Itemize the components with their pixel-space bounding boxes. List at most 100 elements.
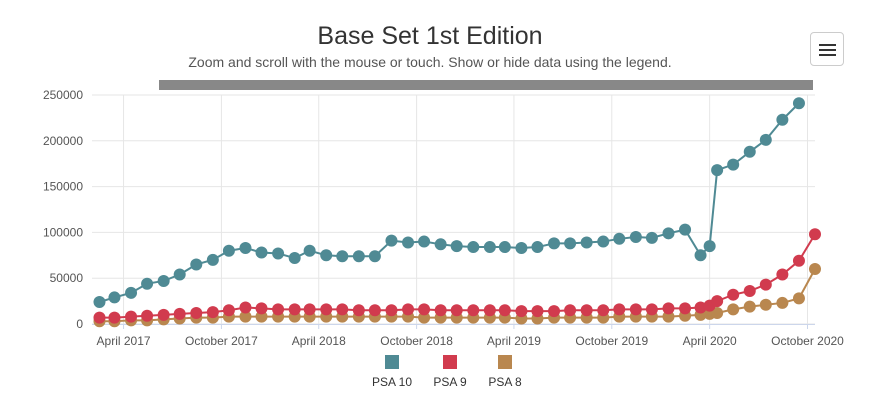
data-point-psa-9[interactable] xyxy=(809,228,821,241)
data-point-psa-9[interactable] xyxy=(548,305,561,318)
data-point-psa-9[interactable] xyxy=(255,302,268,315)
data-point-psa-9[interactable] xyxy=(580,304,593,317)
data-point-psa-9[interactable] xyxy=(743,285,756,298)
data-point-psa-10[interactable] xyxy=(564,237,577,250)
data-point-psa-10[interactable] xyxy=(580,236,593,249)
data-point-psa-10[interactable] xyxy=(320,249,333,262)
navigator-scrollbar[interactable] xyxy=(159,80,813,90)
data-point-psa-9[interactable] xyxy=(498,304,511,317)
data-point-psa-9[interactable] xyxy=(108,311,121,324)
data-point-psa-9[interactable] xyxy=(727,288,740,301)
data-point-psa-10[interactable] xyxy=(239,241,252,254)
data-point-psa-10[interactable] xyxy=(662,227,675,240)
legend-item-psa-9[interactable]: PSA 9 xyxy=(415,352,485,389)
data-point-psa-9[interactable] xyxy=(515,305,528,318)
data-point-psa-9[interactable] xyxy=(776,268,789,281)
data-point-psa-10[interactable] xyxy=(190,258,203,271)
data-point-psa-9[interactable] xyxy=(629,303,642,316)
data-point-psa-8[interactable] xyxy=(809,263,821,276)
data-point-psa-10[interactable] xyxy=(255,246,268,259)
data-point-psa-8[interactable] xyxy=(727,303,740,316)
data-point-psa-10[interactable] xyxy=(385,234,398,247)
data-point-psa-9[interactable] xyxy=(385,304,398,317)
data-point-psa-9[interactable] xyxy=(157,308,170,321)
data-point-psa-10[interactable] xyxy=(157,274,170,287)
data-point-psa-9[interactable] xyxy=(467,304,480,317)
data-point-psa-10[interactable] xyxy=(776,113,789,126)
data-point-psa-10[interactable] xyxy=(222,244,235,257)
data-point-psa-10[interactable] xyxy=(288,252,301,265)
data-point-psa-9[interactable] xyxy=(645,303,658,316)
data-point-psa-9[interactable] xyxy=(320,303,333,316)
data-point-psa-9[interactable] xyxy=(303,303,316,316)
data-point-psa-9[interactable] xyxy=(288,303,301,316)
data-point-psa-10[interactable] xyxy=(597,235,610,248)
data-point-psa-10[interactable] xyxy=(703,240,716,253)
data-point-psa-9[interactable] xyxy=(93,311,106,324)
data-point-psa-10[interactable] xyxy=(141,277,154,290)
data-point-psa-8[interactable] xyxy=(711,307,724,320)
data-point-psa-10[interactable] xyxy=(206,253,219,266)
data-point-psa-10[interactable] xyxy=(368,250,381,263)
data-point-psa-8[interactable] xyxy=(662,310,675,323)
data-point-psa-10[interactable] xyxy=(743,145,756,158)
data-point-psa-9[interactable] xyxy=(190,307,203,320)
data-point-psa-9[interactable] xyxy=(368,304,381,317)
data-point-psa-10[interactable] xyxy=(727,158,740,171)
data-point-psa-9[interactable] xyxy=(206,306,219,319)
data-point-psa-10[interactable] xyxy=(336,250,349,263)
data-point-psa-10[interactable] xyxy=(434,238,447,251)
data-point-psa-8[interactable] xyxy=(759,298,772,311)
data-point-psa-10[interactable] xyxy=(467,241,480,254)
data-point-psa-8[interactable] xyxy=(255,310,268,323)
data-point-psa-9[interactable] xyxy=(564,304,577,317)
data-point-psa-9[interactable] xyxy=(418,303,431,316)
data-point-psa-10[interactable] xyxy=(759,133,772,146)
data-point-psa-9[interactable] xyxy=(239,301,252,314)
data-point-psa-10[interactable] xyxy=(711,164,724,177)
data-point-psa-9[interactable] xyxy=(272,303,285,316)
data-point-psa-10[interactable] xyxy=(679,223,692,236)
data-point-psa-9[interactable] xyxy=(222,304,235,317)
data-point-psa-8[interactable] xyxy=(418,311,431,324)
data-point-psa-10[interactable] xyxy=(483,241,496,254)
data-point-psa-9[interactable] xyxy=(483,304,496,317)
data-point-psa-9[interactable] xyxy=(711,295,724,308)
data-point-psa-8[interactable] xyxy=(239,310,252,323)
legend-item-psa-10[interactable]: PSA 10 xyxy=(357,352,427,389)
data-point-psa-9[interactable] xyxy=(613,303,626,316)
data-point-psa-10[interactable] xyxy=(303,244,316,257)
data-point-psa-10[interactable] xyxy=(694,249,707,262)
data-point-psa-9[interactable] xyxy=(173,307,186,320)
data-point-psa-10[interactable] xyxy=(548,237,561,250)
data-point-psa-9[interactable] xyxy=(450,304,463,317)
data-point-psa-9[interactable] xyxy=(662,302,675,315)
data-point-psa-10[interactable] xyxy=(418,235,431,248)
data-point-psa-10[interactable] xyxy=(125,286,138,299)
data-point-psa-9[interactable] xyxy=(402,303,415,316)
data-point-psa-10[interactable] xyxy=(498,241,511,254)
context-menu-button[interactable] xyxy=(810,32,844,66)
data-point-psa-9[interactable] xyxy=(597,304,610,317)
data-point-psa-8[interactable] xyxy=(792,292,805,305)
data-point-psa-9[interactable] xyxy=(792,254,805,267)
data-point-psa-10[interactable] xyxy=(515,241,528,254)
data-point-psa-10[interactable] xyxy=(629,230,642,243)
data-point-psa-9[interactable] xyxy=(531,305,544,318)
data-point-psa-9[interactable] xyxy=(759,278,772,291)
data-point-psa-9[interactable] xyxy=(141,309,154,322)
legend-item-psa-8[interactable]: PSA 8 xyxy=(470,352,540,389)
data-point-psa-10[interactable] xyxy=(531,241,544,254)
data-point-psa-10[interactable] xyxy=(272,247,285,260)
data-point-psa-9[interactable] xyxy=(679,302,692,315)
data-point-psa-10[interactable] xyxy=(352,250,365,263)
data-point-psa-10[interactable] xyxy=(93,296,106,309)
data-point-psa-9[interactable] xyxy=(336,303,349,316)
data-point-psa-10[interactable] xyxy=(645,231,658,244)
data-point-psa-10[interactable] xyxy=(173,268,186,281)
data-point-psa-10[interactable] xyxy=(792,97,805,110)
data-point-psa-8[interactable] xyxy=(743,300,756,313)
data-point-psa-9[interactable] xyxy=(694,301,707,314)
data-point-psa-10[interactable] xyxy=(450,240,463,253)
data-point-psa-8[interactable] xyxy=(776,296,789,309)
